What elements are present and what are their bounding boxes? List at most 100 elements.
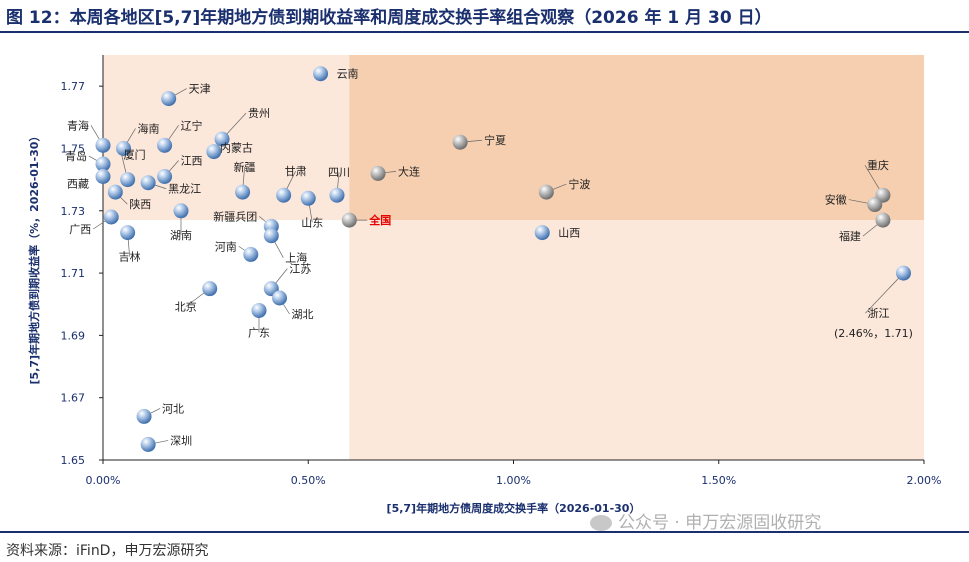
data-point: [140, 436, 156, 452]
watermark: 公众号 · 申万宏源固收研究: [590, 508, 821, 533]
data-point: [116, 140, 132, 156]
data-point: [95, 156, 111, 172]
data-point: [452, 134, 468, 150]
data-point: [276, 187, 292, 203]
data-point: [370, 165, 386, 181]
scatter-chart: 0.00% 0.50% 1.00% 1.50% 2.00% 1.65 1.67 1.69 1.7…: [27, 55, 942, 515]
data-label: 内蒙古: [220, 141, 253, 155]
data-point: [206, 144, 222, 160]
x-tick-label: 0.00%: [86, 474, 121, 487]
x-tick-label: 1.00%: [496, 474, 531, 487]
data-label: 江苏: [289, 263, 311, 276]
data-label: 广东: [248, 326, 270, 339]
y-tick-label: 1.73: [61, 205, 86, 218]
data-label: 宁波: [568, 177, 590, 191]
data-label: 海南: [138, 121, 160, 135]
data-label: 福建: [839, 229, 861, 243]
data-point: [313, 66, 329, 82]
data-point: [103, 209, 119, 225]
x-tick-label: 1.50%: [701, 474, 736, 487]
title-divider: [0, 31, 969, 33]
data-point: [875, 212, 891, 228]
data-label: 青海: [67, 118, 89, 132]
data-point: [214, 131, 230, 147]
quadrant-lower-right: [349, 220, 924, 460]
data-label: 甘肃: [285, 165, 307, 178]
data-label: 全国: [368, 213, 391, 227]
data-label: 河北: [162, 402, 184, 415]
data-label: 北京: [175, 300, 197, 314]
data-label: 大连: [398, 164, 420, 178]
data-label: 青岛: [65, 149, 87, 163]
data-label: 深圳: [170, 434, 192, 447]
data-point: [534, 225, 550, 241]
data-label: 新疆: [234, 160, 256, 174]
quadrant-upper-right: [349, 55, 924, 221]
data-label: 辽宁: [181, 118, 203, 132]
data-label: 吉林: [119, 250, 141, 264]
data-point: [538, 184, 554, 200]
data-label: 山西: [558, 227, 580, 240]
data-label: 江西: [181, 155, 203, 168]
data-point: [161, 91, 177, 107]
data-point: [867, 197, 883, 213]
x-axis-label: [5,7]年期地方债周度成交换手率（2026-01-30）: [387, 501, 641, 515]
data-label: 广西: [69, 223, 91, 236]
data-point: [95, 169, 111, 184]
watermark-text: 公众号 · 申万宏源固收研究: [618, 513, 822, 533]
data-point: [157, 137, 173, 153]
data-label: 西藏: [67, 178, 89, 191]
data-label: 天津: [189, 83, 211, 96]
data-point: [341, 212, 357, 228]
data-point: [136, 408, 152, 424]
footer-divider: [0, 531, 969, 533]
data-label: 四川: [328, 166, 350, 179]
y-tick-label: 1.65: [61, 454, 86, 467]
data-label: 安徽: [825, 193, 847, 207]
data-point: [251, 302, 267, 318]
data-label: 陕西: [129, 197, 151, 211]
data-label: 湖南: [170, 229, 192, 242]
leader-line: [865, 272, 904, 314]
y-tick-label: 1.75: [61, 142, 86, 155]
x-tick-label: 2.00%: [907, 474, 942, 487]
data-point: [140, 175, 156, 191]
data-point: [263, 228, 279, 244]
data-label: 宁夏: [484, 133, 506, 147]
y-tick-label: 1.69: [61, 329, 86, 342]
quadrant-backgrounds: [103, 55, 924, 460]
data-point: [120, 225, 136, 241]
data-point: [243, 246, 259, 262]
data-label: 贵州: [248, 107, 270, 120]
wechat-icon: [590, 515, 612, 531]
outlier-annotation: (2.46%，1.71): [834, 327, 913, 340]
source-note: 资料来源：iFinD，申万宏源研究: [6, 543, 209, 559]
y-tick-label: 1.71: [61, 267, 86, 280]
data-label: 上海: [285, 251, 307, 265]
x-tick-label: 0.50%: [291, 474, 326, 487]
y-tick-label: 1.67: [61, 392, 86, 405]
y-axis-label: [5,7]年期地方债到期收益率（%，2026-01-30）: [27, 131, 41, 385]
data-label: 黑龙江: [168, 183, 201, 196]
data-point: [272, 290, 288, 306]
data-label: 云南: [337, 68, 359, 81]
y-tick-label: 1.77: [61, 80, 86, 93]
data-point: [329, 187, 345, 203]
data-point: [895, 265, 911, 281]
data-label: 山东: [301, 216, 323, 229]
data-label: 新疆兵团: [213, 209, 257, 223]
data-point: [235, 184, 251, 200]
data-label: 浙江: [867, 307, 889, 320]
data-point: [202, 281, 218, 297]
page-title: 图 12：本周各地区[5,7]年期地方债到期收益率和周度成交换手率组合观察（20…: [6, 8, 772, 28]
data-point: [157, 169, 173, 184]
data-label: 厦门: [124, 148, 146, 162]
data-point: [95, 137, 111, 153]
data-label: 重庆: [867, 158, 889, 172]
data-label: 湖北: [292, 308, 314, 321]
data-point: [107, 184, 123, 200]
data-label: 河南: [215, 240, 237, 253]
data-point: [300, 190, 316, 206]
axes: 0.00% 0.50% 1.00% 1.50% 2.00% 1.65 1.67 1.69 1.7…: [61, 55, 942, 487]
